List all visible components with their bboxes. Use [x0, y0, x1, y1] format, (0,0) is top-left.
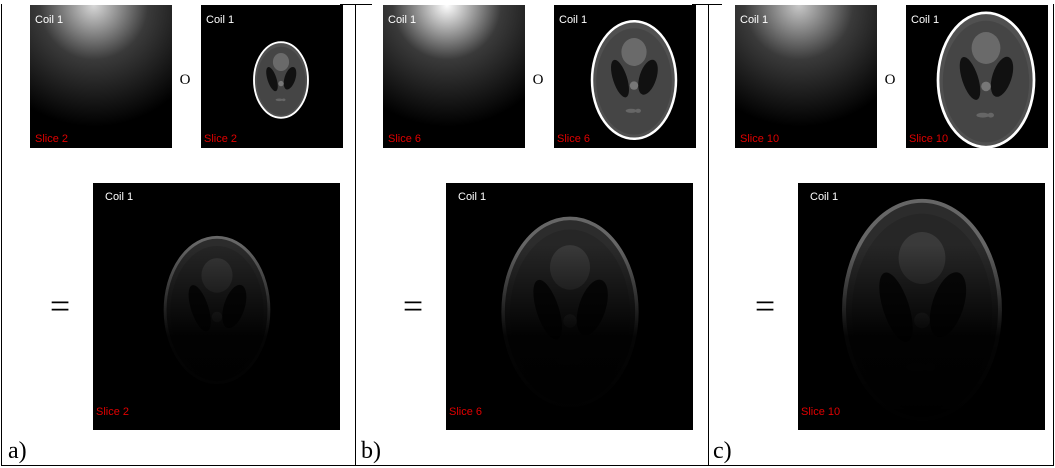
figure: Coil 1 Slice 2 O Coil 1 Slice 2 = Coil 1 Slice …: [0, 0, 1055, 468]
slice-label: Slice 6: [388, 133, 421, 145]
slice-label: Slice 10: [740, 133, 779, 145]
image-title: Coil 1: [35, 14, 63, 26]
product-image: Coil 1 Slice 10: [798, 183, 1045, 430]
image-title: Coil 1: [458, 191, 486, 203]
coil-sensitivity: [383, 5, 525, 148]
image-title: Coil 1: [388, 14, 416, 26]
coil-image: Coil 1 Slice 6: [383, 5, 525, 148]
phantom-spot: [630, 81, 638, 89]
sensitivity-fade: [446, 183, 693, 430]
sensitivity-fade: [798, 183, 1045, 430]
phantom-spot: [976, 113, 989, 118]
coil-image: Coil 1 Slice 2: [30, 5, 172, 148]
phantom-blob: [972, 32, 1001, 64]
sensitivity-fade: [93, 183, 340, 430]
phantom-spot: [635, 109, 641, 113]
slice-label: Slice 6: [449, 406, 482, 418]
image-title: Coil 1: [559, 14, 587, 26]
panel-label: b): [361, 438, 381, 464]
phantom-blob: [621, 38, 646, 66]
slice-label: Slice 6: [557, 133, 590, 145]
slice-label: Slice 2: [35, 133, 68, 145]
image-title: Coil 1: [206, 14, 234, 26]
image-title: Coil 1: [740, 14, 768, 26]
operator: O: [885, 72, 896, 88]
phantom-image: Coil 1 Slice 10: [906, 5, 1048, 148]
equals: =: [403, 286, 423, 326]
phantom-spot: [278, 81, 283, 86]
slice-label: Slice 10: [909, 133, 948, 145]
phantom-spot: [988, 113, 994, 118]
equals: =: [50, 286, 70, 326]
image-title: Coil 1: [810, 191, 838, 203]
product-image: Coil 1 Slice 6: [446, 183, 693, 430]
image-title: Coil 1: [911, 14, 939, 26]
slice-label: Slice 10: [801, 406, 840, 418]
operator: O: [180, 72, 191, 88]
coil-sensitivity: [30, 5, 172, 148]
phantom-spot: [981, 82, 991, 92]
panel-label: a): [8, 438, 27, 464]
equals: =: [755, 286, 775, 326]
panel: Coil 1 Slice 6 O Coil 1 Slice 6 = Coil 1 Slice …: [361, 5, 696, 464]
coil-image: Coil 1 Slice 10: [735, 5, 877, 148]
panel: Coil 1 Slice 2 O Coil 1 Slice 2 = Coil 1 Slice …: [8, 5, 343, 464]
phantom-spot: [282, 98, 286, 101]
image-title: Coil 1: [105, 191, 133, 203]
coil-sensitivity: [735, 5, 877, 148]
phantom-blob: [273, 53, 289, 71]
phantom-spot: [276, 98, 283, 101]
phantom-image: Coil 1 Slice 2: [201, 5, 343, 148]
panel-label: c): [713, 438, 732, 464]
slice-label: Slice 2: [204, 133, 237, 145]
panel: Coil 1 Slice 10 O Coil 1 Slice 10 = Coil 1 Slic…: [713, 5, 1048, 464]
slice-label: Slice 2: [96, 406, 129, 418]
phantom-image: Coil 1 Slice 6: [554, 5, 696, 148]
product-image: Coil 1 Slice 2: [93, 183, 340, 430]
operator: O: [533, 72, 544, 88]
phantom-spot: [626, 109, 637, 113]
